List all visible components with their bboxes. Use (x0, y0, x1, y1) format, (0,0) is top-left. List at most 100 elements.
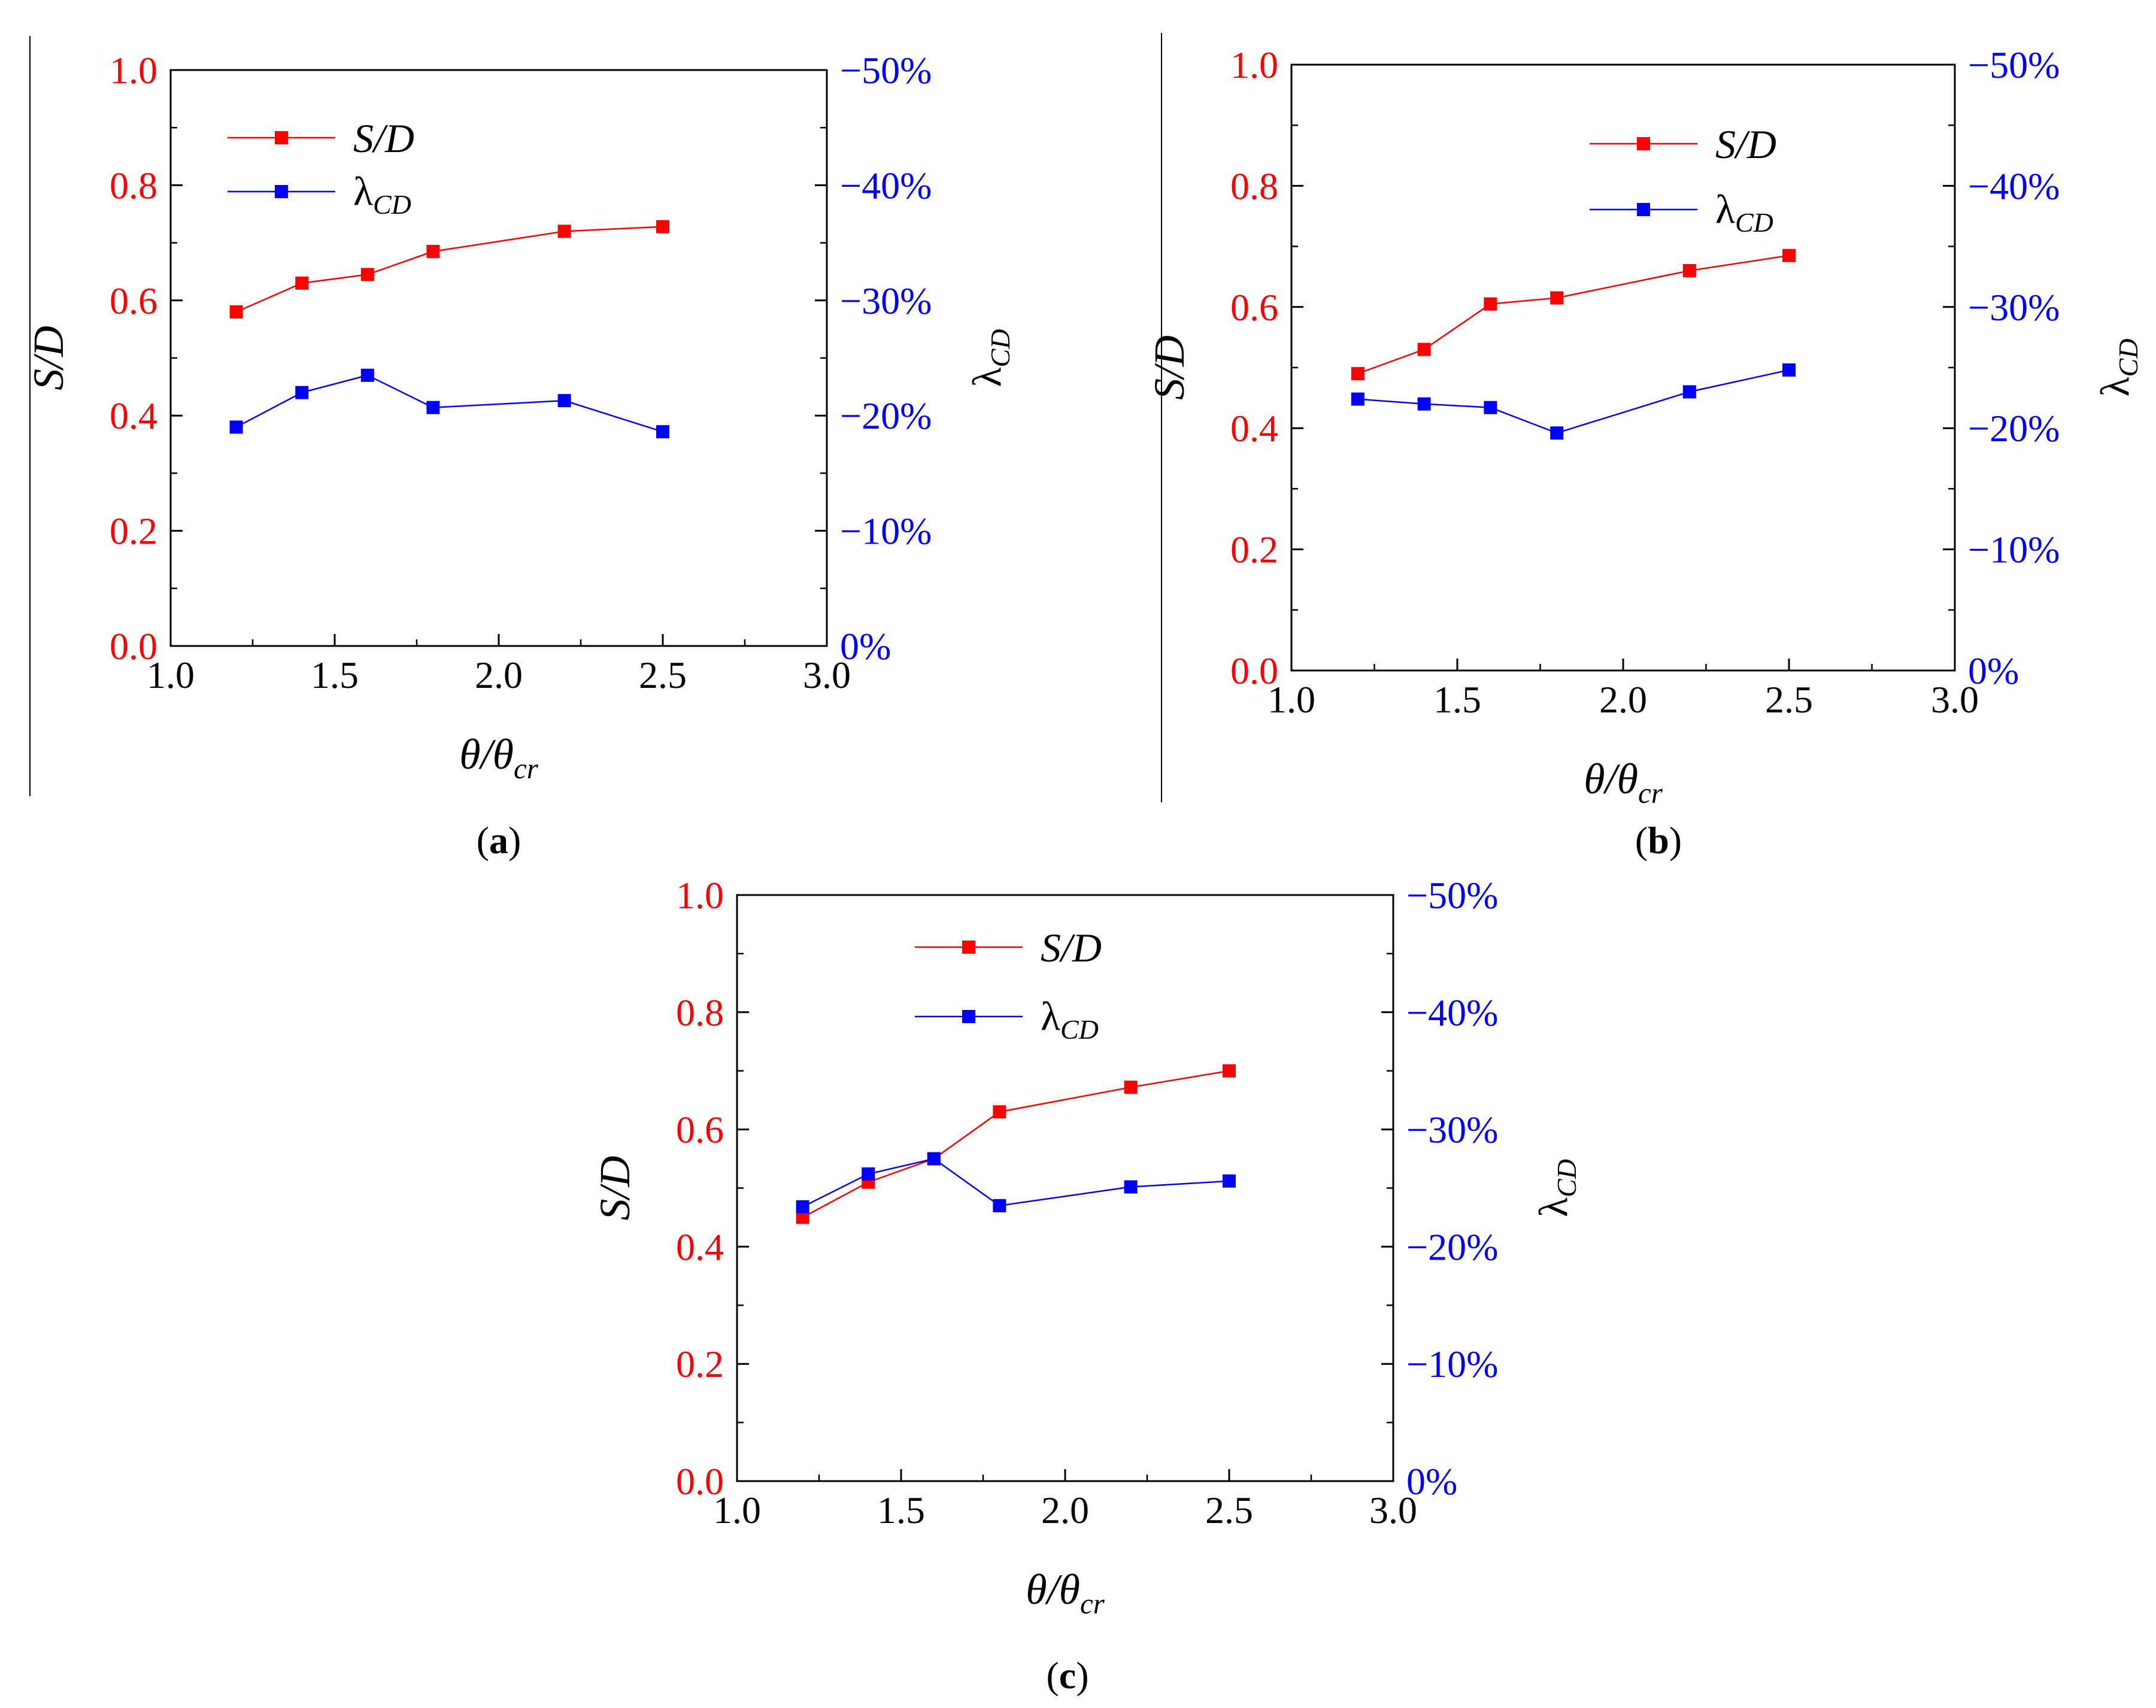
x-tick-label: 2.5 (1765, 678, 1813, 721)
y-left-axis-title: S/D (1145, 335, 1193, 400)
x-tick-label: 3.0 (803, 654, 851, 696)
data-point (862, 1167, 875, 1181)
y-right-tick-label: −10% (840, 510, 932, 553)
series-line (236, 226, 663, 313)
y-left-tick-label: 0.0 (110, 625, 157, 668)
data-point (796, 1211, 809, 1224)
data-point (1223, 1064, 1236, 1078)
y-right-tick-label: −20% (1406, 1225, 1498, 1268)
y-right-tick-label: −40% (1968, 165, 2060, 207)
y-right-tick-label: 0% (840, 625, 891, 668)
plot-frame (1290, 63, 1956, 672)
x-tick-label: 2.5 (639, 654, 687, 696)
legend-label-lambda: λCD (1715, 186, 1773, 238)
legend-marker (275, 131, 288, 144)
data-point (993, 1105, 1006, 1119)
data-point (295, 386, 309, 399)
data-point (1351, 392, 1364, 406)
data-point (229, 420, 243, 434)
y-right-tick-label: 0% (1968, 650, 2019, 692)
data-point (656, 425, 669, 439)
y-right-tick-label: −30% (840, 280, 932, 322)
x-tick-label: 1.5 (1433, 678, 1481, 721)
y-right-tick-label: −10% (1406, 1343, 1498, 1385)
y-left-tick-label: 0.6 (110, 280, 157, 322)
x-tick-label: 1.0 (713, 1489, 761, 1531)
y-left-axis-title: S/D (25, 326, 72, 390)
data-point (426, 245, 440, 259)
y-right-axis-title: λCD (964, 329, 1015, 387)
legend: S/D λCD (228, 116, 414, 220)
data-point (1550, 426, 1564, 440)
legend-label-sd: S/D (353, 116, 414, 161)
x-tick-label: 2.5 (1205, 1489, 1253, 1531)
x-tick-label: 2.0 (1041, 1489, 1089, 1531)
data-point (1223, 1174, 1236, 1188)
data-point (796, 1200, 809, 1214)
y-left-tick-label: 0.8 (1230, 165, 1278, 207)
y-left-tick-label: 1.0 (1230, 44, 1278, 86)
y-left-tick-label: 0.8 (110, 164, 157, 207)
data-point (927, 1152, 941, 1166)
series-sd (1351, 248, 1796, 381)
data-point (656, 220, 669, 233)
legend: S/D λCD (1590, 122, 1776, 238)
panel-label: (c) (1046, 1654, 1088, 1697)
y-left-tick-label: 0.8 (676, 991, 724, 1034)
y-left-tick-label: 0.4 (110, 395, 157, 437)
y-right-tick-label: −50% (1406, 874, 1498, 917)
x-tick-label: 3.0 (1931, 678, 1979, 721)
series-line (802, 1070, 1230, 1218)
y-right-axis-title: λCD (1530, 1159, 1582, 1217)
series-line (1357, 369, 1790, 434)
x-tick-label: 1.5 (311, 654, 359, 696)
y-left-tick-label: 0.6 (676, 1109, 724, 1151)
data-point (1550, 291, 1564, 305)
y-left-tick-label: 0.6 (1230, 286, 1278, 329)
y-right-tick-label: −20% (840, 395, 932, 437)
x-tick-label: 1.5 (877, 1489, 925, 1531)
legend-marker (962, 1010, 975, 1023)
y-left-axis-title: S/D (591, 1156, 639, 1221)
legend-marker (1637, 137, 1650, 150)
panel-label: (a) (477, 819, 521, 861)
y-right-axis-title: λCD (2092, 339, 2143, 397)
plot-frame (169, 69, 828, 647)
data-point (360, 368, 374, 382)
data-point (229, 305, 243, 319)
series-lambda (229, 368, 669, 439)
y-left-tick-label: 0.2 (110, 510, 157, 553)
series-line (1357, 254, 1790, 375)
legend-marker (962, 941, 975, 954)
y-left-tick-label: 0.2 (1230, 529, 1278, 571)
legend-label-sd: S/D (1715, 122, 1776, 167)
data-point (1782, 363, 1796, 377)
x-tick-label: 3.0 (1369, 1489, 1417, 1531)
y-left-tick-label: 0.0 (676, 1460, 724, 1503)
x-tick-label: 1.0 (1267, 678, 1315, 721)
y-left-tick-label: 0.4 (1230, 407, 1278, 450)
chart-panel-c: 1.0 1.5 2.0 2.5 3.0 0.0 0.2 0.4 0.6 0.8 1.0 0% −10% −… (591, 874, 1582, 1697)
legend-label-sd: S/D (1041, 925, 1102, 970)
series-line (236, 374, 663, 433)
y-left-tick-label: 1.0 (110, 49, 157, 92)
legend-label-lambda: λCD (1041, 993, 1099, 1045)
chart-panel-b: 1.0 1.5 2.0 2.5 3.0 0.0 0.2 0.4 0.6 0.8 1.0 0% −10% −… (1145, 33, 2143, 861)
y-right-tick-label: −20% (1968, 407, 2060, 450)
y-left-tick-label: 0.4 (676, 1225, 724, 1268)
data-point (1484, 401, 1497, 414)
y-right-tick-label: −40% (1406, 991, 1498, 1034)
x-axis-title: θ/θcr (459, 730, 538, 785)
data-point (1484, 297, 1497, 311)
panel-label: (b) (1635, 819, 1682, 861)
series-lambda (796, 1152, 1236, 1214)
y-left-tick-label: 0.0 (1230, 650, 1278, 692)
y-left-tick-label: 0.2 (676, 1343, 724, 1385)
data-point (295, 276, 309, 290)
x-tick-label: 2.0 (475, 654, 523, 696)
plot-frame (736, 894, 1394, 1482)
x-axis-title: θ/θcr (1026, 1566, 1105, 1620)
data-point (1124, 1180, 1138, 1194)
y-right-tick-label: −30% (1968, 286, 2060, 329)
